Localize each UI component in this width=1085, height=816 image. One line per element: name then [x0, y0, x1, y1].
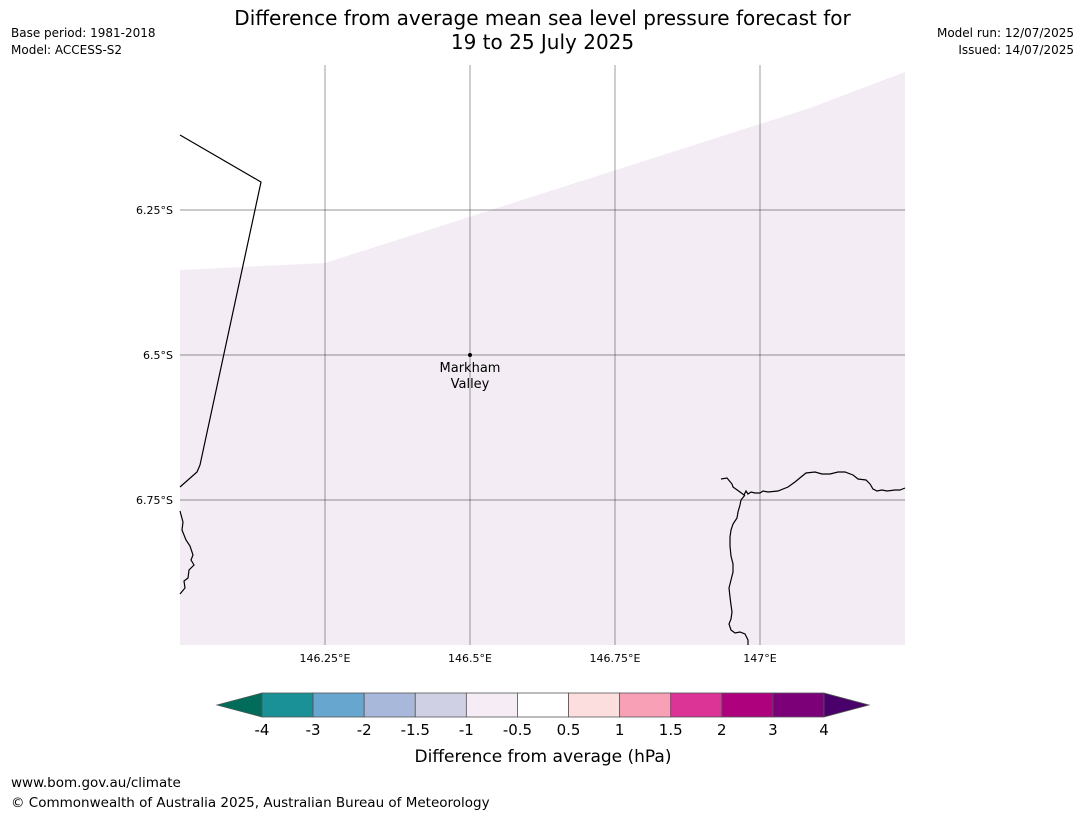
- colorbar-cell: [670, 692, 723, 718]
- colorbar-tick-label: 1: [615, 721, 625, 739]
- longitude-label: 146.75°E: [590, 652, 641, 665]
- colorbar-tick-label: 3: [768, 721, 778, 739]
- longitude-label: 147°E: [743, 652, 776, 665]
- pressure-field-area: [180, 72, 905, 645]
- metadata-right: Model run: 12/07/2025 Issued: 14/07/2025: [937, 25, 1074, 59]
- colorbar-label: Difference from average (hPa): [415, 747, 672, 767]
- colorbar-cell: [414, 692, 467, 718]
- colorbar-cell: [721, 692, 774, 718]
- markham-valley-marker: [468, 353, 472, 357]
- issued-date: Issued: 14/07/2025: [958, 43, 1074, 57]
- website-link[interactable]: www.bom.gov.au/climate: [11, 775, 181, 791]
- colorbar-tick-label: -1.5: [401, 721, 430, 739]
- colorbar-tick-label: -3: [306, 721, 321, 739]
- coastline-west: [179, 134, 262, 488]
- longitude-labels: 146.25°E 146.5°E 146.75°E 147°E: [300, 652, 777, 665]
- place-label-line-2: Valley: [451, 377, 490, 392]
- colorbar-cells: [261, 692, 825, 718]
- metadata-left: Base period: 1981-2018 Model: ACCESS-S2: [11, 25, 156, 59]
- latitude-labels: 6.25°S 6.5°S 6.75°S: [136, 204, 173, 507]
- title-line-1: Difference from average mean sea level p…: [234, 6, 851, 30]
- model-name: Model: ACCESS-S2: [11, 43, 123, 57]
- colorbar-tick-label: 1.5: [659, 721, 683, 739]
- map-panel: 6.25°S 6.5°S 6.75°S 146.25°E 146.5°E 146.75°…: [136, 65, 906, 665]
- colorbar-cell: [465, 692, 518, 718]
- colorbar-tick-label: -0.5: [503, 721, 532, 739]
- colorbar-tick-label: -1: [459, 721, 474, 739]
- longitude-label: 146.25°E: [300, 652, 351, 665]
- colorbar-cell: [261, 692, 314, 718]
- coastline-southwest: [179, 510, 195, 595]
- place-label-line-1: Markham: [440, 361, 501, 376]
- colorbar-over-arrow: [823, 692, 871, 718]
- colorbar-under-arrow: [215, 692, 263, 718]
- coastline-river-inlet: [728, 494, 749, 645]
- colorbar-cell: [312, 692, 365, 718]
- colorbar-tick-label: -2: [357, 721, 372, 739]
- colorbar-cell: [619, 692, 672, 718]
- colorbar-tick-label: -4: [255, 721, 270, 739]
- model-run: Model run: 12/07/2025: [936, 26, 1074, 40]
- coastline-southeast: [720, 471, 906, 496]
- colorbar-tick-label: 2: [717, 721, 727, 739]
- graticule: [180, 65, 905, 645]
- colorbar-cell: [772, 692, 825, 718]
- latitude-label: 6.75°S: [136, 494, 173, 507]
- colorbar-cell: [568, 692, 621, 718]
- latitude-label: 6.5°S: [143, 349, 173, 362]
- colorbar-cell: [363, 692, 416, 718]
- colorbar-tick-label: 0.5: [557, 721, 581, 739]
- colorbar: -4 -3 -2 -1.5 -1 -0.5 0.5 1 1.5 2 3 4 Difference fr…: [215, 692, 871, 767]
- colorbar-cell: [517, 692, 569, 718]
- latitude-label: 6.25°S: [136, 204, 173, 217]
- base-period: Base period: 1981-2018: [11, 26, 156, 40]
- colorbar-tick-labels: -4 -3 -2 -1.5 -1 -0.5 0.5 1 1.5 2 3 4: [255, 721, 829, 739]
- colorbar-tick-label: 4: [819, 721, 829, 739]
- page-title: Difference from average mean sea level p…: [0, 6, 1085, 54]
- longitude-label: 146.5°E: [448, 652, 492, 665]
- copyright-notice: © Commonwealth of Australia 2025, Austra…: [11, 795, 490, 811]
- title-line-2: 19 to 25 July 2025: [450, 30, 635, 54]
